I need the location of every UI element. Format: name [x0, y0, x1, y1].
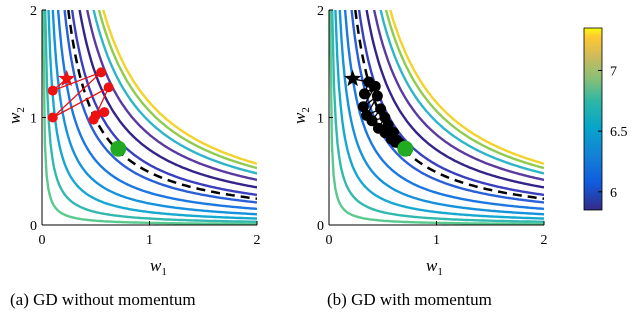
contour-line	[379, 10, 544, 175]
y-tick-label: 0	[317, 219, 324, 234]
y-tick-label: 1	[317, 112, 324, 127]
trajectory-point	[96, 67, 107, 78]
contour-line	[389, 10, 544, 165]
axes: 0 1 2 0 1 2	[317, 4, 548, 248]
y-axis-label: w2	[5, 107, 27, 124]
x-tick-label: 2	[541, 233, 548, 248]
end-marker	[397, 140, 414, 157]
y-tick-label: 2	[30, 4, 37, 19]
colorbar-gradient	[583, 27, 603, 211]
trajectory-point	[47, 85, 58, 96]
contour-line	[334, 10, 544, 220]
contour-line	[343, 10, 544, 211]
trajectory-point	[47, 112, 58, 123]
trajectory-point	[357, 101, 369, 113]
trajectory-point	[99, 107, 110, 118]
end-marker	[110, 140, 127, 157]
colorbar-ticks: 66.57	[598, 64, 628, 201]
contour-line	[384, 10, 544, 170]
colorbar: 66.57	[583, 27, 628, 211]
contour-line	[47, 10, 257, 220]
trajectory-point	[88, 114, 99, 125]
subplot-caption: (a) GD without momentum	[10, 290, 196, 309]
contour-line	[92, 10, 257, 175]
x-tick-label: 1	[146, 233, 153, 248]
subplot-caption: (b) GD with momentum	[327, 290, 492, 309]
subplot-a: 0 1 2 0 1 2 w1 w2 (a) GD without momentum	[5, 4, 261, 309]
contour-line	[70, 10, 257, 197]
x-axis-label: w1	[426, 256, 443, 278]
contour-line	[56, 10, 257, 211]
trajectory	[344, 69, 414, 157]
x-tick-label: 0	[326, 233, 333, 248]
trajectory-point	[358, 88, 370, 100]
trajectory	[47, 67, 127, 157]
contour-line	[51, 10, 257, 216]
contour-line	[331, 10, 544, 223]
dashed-valley-curve	[67, 10, 257, 200]
colorbar-tick-label: 7	[610, 64, 617, 79]
y-tick-label: 2	[317, 4, 324, 19]
contour-line	[78, 10, 257, 189]
trajectory-point	[375, 103, 387, 115]
colorbar-tick-label: 6	[610, 186, 617, 201]
start-star-marker	[58, 69, 76, 87]
x-axis-label: w1	[150, 256, 167, 278]
y-tick-label: 1	[30, 112, 37, 127]
contour-group	[42, 10, 257, 225]
trajectory-point	[369, 80, 381, 92]
contour-line	[338, 10, 544, 216]
y-axis-label: w2	[290, 107, 312, 124]
y-tick-label: 0	[30, 219, 37, 234]
contour-line	[97, 10, 257, 170]
contour-line	[372, 10, 544, 182]
contour-line	[365, 10, 544, 189]
x-tick-label: 1	[433, 233, 440, 248]
x-tick-label: 2	[254, 233, 261, 248]
x-tick-label: 0	[39, 233, 46, 248]
start-star-marker	[344, 69, 362, 87]
contour-line	[102, 10, 257, 165]
contour-line	[44, 10, 257, 223]
axes: 0 1 2 0 1 2	[30, 4, 261, 248]
trajectory-point	[366, 115, 378, 127]
contour-line	[86, 10, 257, 182]
contour-line	[357, 10, 544, 197]
trajectory-point	[103, 82, 114, 93]
contour-line	[63, 10, 257, 204]
trajectory-point	[371, 90, 383, 102]
colorbar-tick-label: 6.5	[610, 125, 628, 140]
subplot-b: 0 1 2 0 1 2 w1 w2 (b) GD with momentum	[290, 4, 548, 309]
